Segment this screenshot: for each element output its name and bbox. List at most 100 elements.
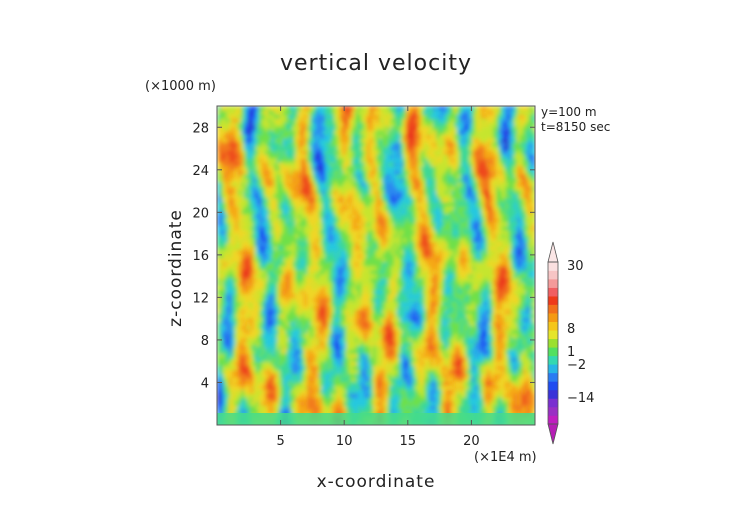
heatmap-cell [499,333,503,338]
heatmap-cell [466,293,470,299]
heatmap-cell [346,381,350,386]
heatmap-cell [232,397,236,402]
heatmap-cell [358,253,362,259]
heatmap-cell [259,249,263,255]
heatmap-cell [232,377,236,382]
heatmap-cell [253,253,257,259]
heatmap-cell [235,409,239,414]
heatmap-cell [517,341,521,346]
heatmap-cell [478,373,482,378]
heatmap-cell [280,389,284,394]
heatmap-cell [397,309,401,315]
heatmap-cell [316,393,320,398]
heatmap-cell [253,297,257,303]
heatmap-cell [325,309,329,315]
heatmap-cell [466,333,470,338]
heatmap-cell [334,357,338,362]
heatmap-cell [508,373,512,378]
heatmap-cell [382,409,386,414]
heatmap-cell [448,269,452,275]
heatmap-cell [250,285,254,291]
heatmap-cell [226,365,230,370]
heatmap-cell [496,301,500,307]
heatmap-cell [223,329,227,334]
heatmap-cell [280,373,284,378]
heatmap-cell [433,357,437,362]
heatmap-cell [469,373,473,378]
heatmap-cell [448,393,452,398]
heatmap-cell [427,349,431,354]
heatmap-cell [397,365,401,370]
heatmap-cell [340,249,344,255]
heatmap-cell [520,325,524,330]
heatmap-cell [376,281,380,287]
heatmap-cell [493,345,497,350]
heatmap-cell [376,277,380,283]
heatmap-cell [532,357,535,362]
heatmap-cell [295,305,299,311]
heatmap-cell [391,269,395,275]
heatmap-cell [475,337,479,342]
heatmap-cell [370,381,374,386]
heatmap-cell [358,361,362,366]
heatmap-cell [397,357,401,362]
heatmap-cell [373,397,377,402]
heatmap-cell [487,349,491,354]
heatmap-cell [232,389,236,394]
heatmap-cell [451,237,455,243]
heatmap-cell [361,249,365,255]
heatmap-cell [304,329,308,334]
heatmap-cell [529,397,533,402]
heatmap-cell [496,365,500,370]
heatmap-cell [280,357,284,362]
heatmap-cell [328,397,332,402]
heatmap-cell [400,313,404,319]
heatmap-cell [439,373,443,378]
heatmap-cell [451,377,455,382]
heatmap-cell [274,401,278,406]
heatmap-cell [217,253,221,259]
heatmap-cell [391,357,395,362]
heatmap-cell [508,261,512,267]
heatmap-cell [247,273,251,279]
heatmap-cell [493,241,497,247]
heatmap-cell [439,269,443,275]
heatmap-cell [262,285,266,291]
heatmap-cell [490,277,494,283]
heatmap-cell [451,409,455,414]
heatmap-cell [334,345,338,350]
heatmap-cell [313,261,317,267]
heatmap-cell [409,377,413,382]
heatmap-cell [334,317,338,323]
heatmap-cell [277,273,281,279]
heatmap-cell [430,357,434,362]
heatmap-cell [523,297,527,303]
heatmap-cell [529,321,533,327]
heatmap-cell [307,357,311,362]
heatmap-cell [472,409,476,414]
heatmap-cell [235,341,239,346]
heatmap-cell [265,381,269,386]
heatmap-cell [220,301,224,307]
heatmap-cell [355,257,359,263]
heatmap-cell [229,361,233,366]
heatmap-cell [274,405,278,410]
heatmap-cell [424,361,428,366]
heatmap-cell [508,325,512,330]
heatmap-cell [307,385,311,390]
heatmap-cell [484,241,488,247]
heatmap-cell [415,301,419,307]
heatmap-cell [427,381,431,386]
heatmap-cell [508,349,512,354]
heatmap-cell [481,309,485,315]
heatmap-cell [244,317,248,323]
heatmap-cell [376,285,380,291]
heatmap-cell [379,405,383,410]
heatmap-cell [472,341,476,346]
heatmap-cell [445,377,449,382]
heatmap-cell [298,325,302,330]
heatmap-cell [484,385,488,390]
heatmap-cell [274,297,278,303]
heatmap-cell [334,249,338,255]
heatmap-cell [382,381,386,386]
